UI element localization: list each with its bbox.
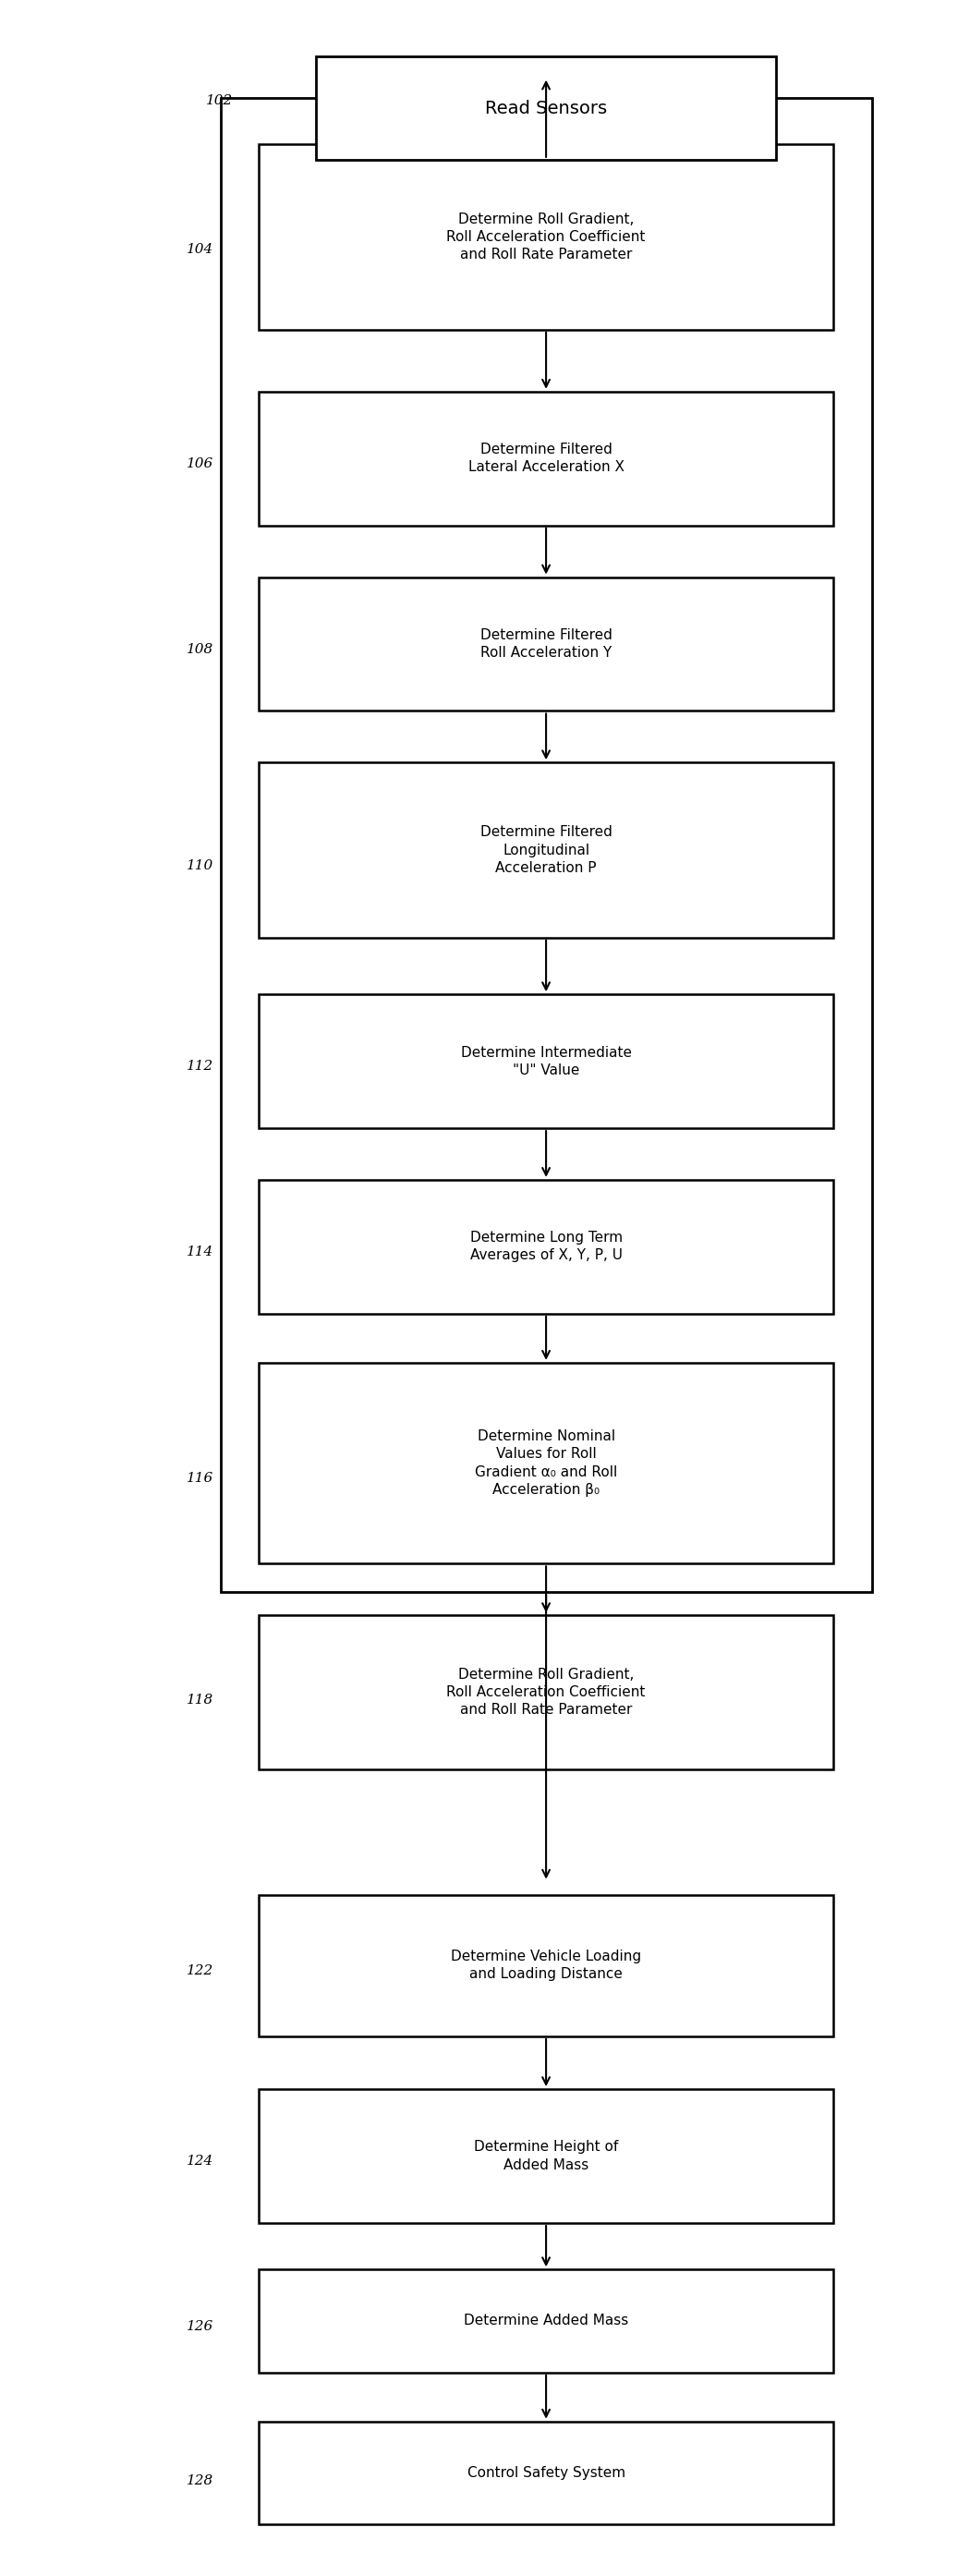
Text: 108: 108 bbox=[187, 641, 214, 657]
Text: Determine Height of
Added Mass: Determine Height of Added Mass bbox=[474, 2141, 618, 2172]
Text: 112: 112 bbox=[187, 1059, 214, 1074]
Bar bbox=[316, 57, 776, 160]
Text: Determine Filtered
Lateral Acceleration X: Determine Filtered Lateral Acceleration … bbox=[468, 443, 624, 474]
Bar bbox=[259, 2089, 833, 2223]
Text: Determine Long Term
Averages of X, Y, P, U: Determine Long Term Averages of X, Y, P,… bbox=[469, 1231, 623, 1262]
Text: 104: 104 bbox=[187, 242, 214, 258]
Text: 126: 126 bbox=[187, 2318, 214, 2334]
Text: Determine Intermediate
"U" Value: Determine Intermediate "U" Value bbox=[461, 1046, 631, 1077]
Text: 116: 116 bbox=[187, 1471, 214, 1486]
Bar bbox=[259, 1363, 833, 1564]
Text: Determine Roll Gradient,
Roll Acceleration Coefficient
and Roll Rate Parameter: Determine Roll Gradient, Roll Accelerati… bbox=[446, 211, 646, 263]
Text: 124: 124 bbox=[187, 2154, 214, 2169]
Text: 128: 128 bbox=[187, 2473, 214, 2488]
Text: Read Sensors: Read Sensors bbox=[485, 100, 607, 116]
Text: 122: 122 bbox=[187, 1963, 214, 1978]
Text: Determine Vehicle Loading
and Loading Distance: Determine Vehicle Loading and Loading Di… bbox=[451, 1950, 641, 1981]
Bar bbox=[259, 144, 833, 330]
Text: 118: 118 bbox=[187, 1692, 214, 1708]
Bar bbox=[259, 2421, 833, 2524]
Text: Determine Filtered
Longitudinal
Acceleration P: Determine Filtered Longitudinal Accelera… bbox=[480, 824, 612, 876]
Text: 102: 102 bbox=[206, 93, 233, 108]
Bar bbox=[259, 1180, 833, 1314]
Bar bbox=[220, 98, 872, 1592]
Bar bbox=[259, 2269, 833, 2372]
Bar bbox=[259, 577, 833, 711]
Text: 106: 106 bbox=[187, 456, 214, 471]
Text: Determine Nominal
Values for Roll
Gradient α₀ and Roll
Acceleration β₀: Determine Nominal Values for Roll Gradie… bbox=[475, 1430, 617, 1497]
Bar bbox=[259, 994, 833, 1128]
Text: Determine Roll Gradient,
Roll Acceleration Coefficient
and Roll Rate Parameter: Determine Roll Gradient, Roll Accelerati… bbox=[446, 1667, 646, 1718]
Bar bbox=[259, 1615, 833, 1770]
Text: 114: 114 bbox=[187, 1244, 214, 1260]
Bar bbox=[259, 762, 833, 938]
Text: Control Safety System: Control Safety System bbox=[467, 2465, 626, 2481]
Text: Determine Added Mass: Determine Added Mass bbox=[464, 2313, 628, 2329]
Bar bbox=[259, 1896, 833, 2035]
Text: Determine Filtered
Roll Acceleration Y: Determine Filtered Roll Acceleration Y bbox=[480, 629, 612, 659]
Text: 110: 110 bbox=[187, 858, 214, 873]
Bar bbox=[259, 392, 833, 526]
